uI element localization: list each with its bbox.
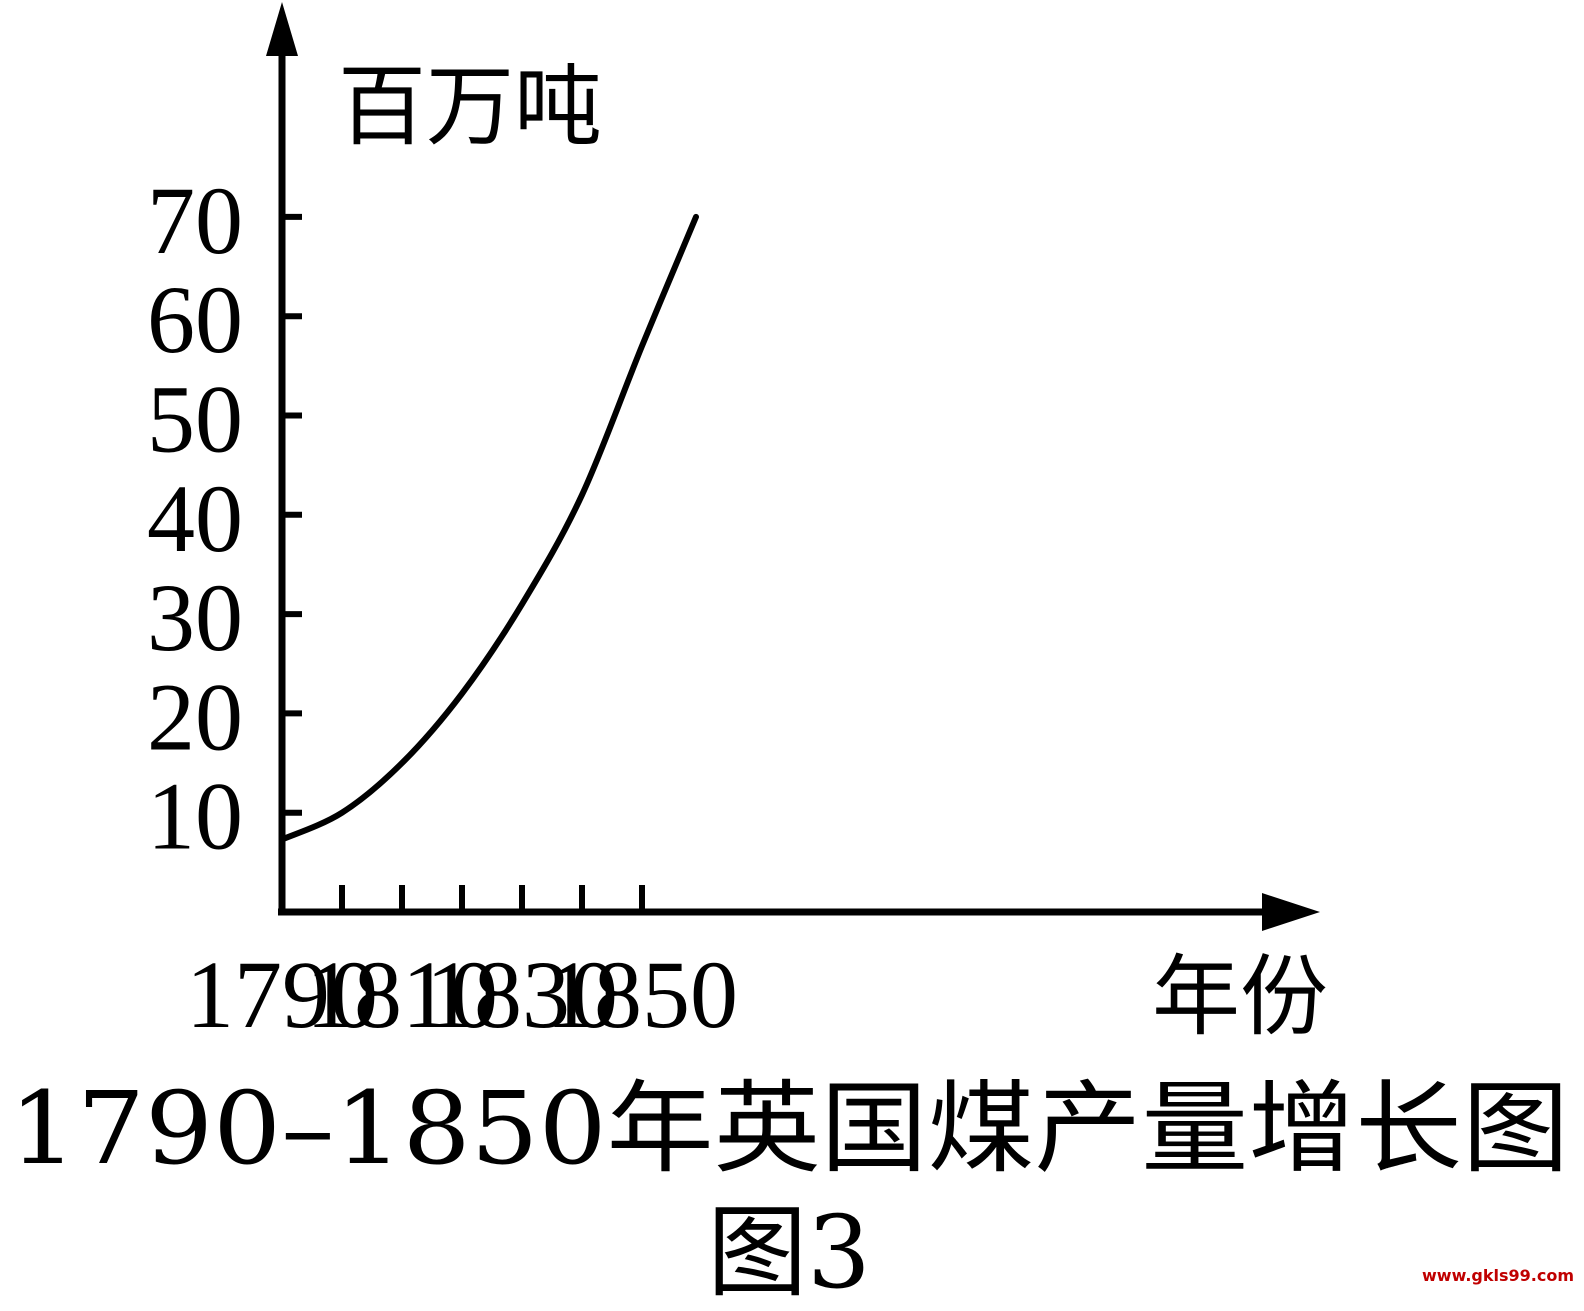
figure-label: 图3 <box>707 1194 871 1311</box>
y-tick-label: 20 <box>147 663 243 770</box>
x-tick-label: 1810 <box>306 941 498 1048</box>
chart-title: 1790–1850年英国煤产量增长图 <box>9 1070 1569 1187</box>
y-axis-unit-label: 百万吨 <box>338 55 602 158</box>
x-axis-unit-label: 年份 <box>1152 945 1328 1048</box>
watermark-text: www.gkls99.com <box>1422 1266 1574 1285</box>
y-tick-label: 60 <box>147 266 243 373</box>
x-tick-label: 1850 <box>546 941 738 1048</box>
x-tick-label: 1790 <box>186 941 378 1048</box>
y-tick-label: 70 <box>147 167 243 274</box>
x-axis-arrow <box>1262 893 1320 931</box>
x-tick-label: 1830 <box>426 941 618 1048</box>
y-tick-label: 10 <box>147 763 243 870</box>
y-tick-label: 40 <box>147 465 243 572</box>
coal-output-line <box>279 213 699 843</box>
y-tick-label: 30 <box>147 564 243 671</box>
y-tick-label: 50 <box>147 366 243 473</box>
y-axis-arrow <box>266 2 298 56</box>
